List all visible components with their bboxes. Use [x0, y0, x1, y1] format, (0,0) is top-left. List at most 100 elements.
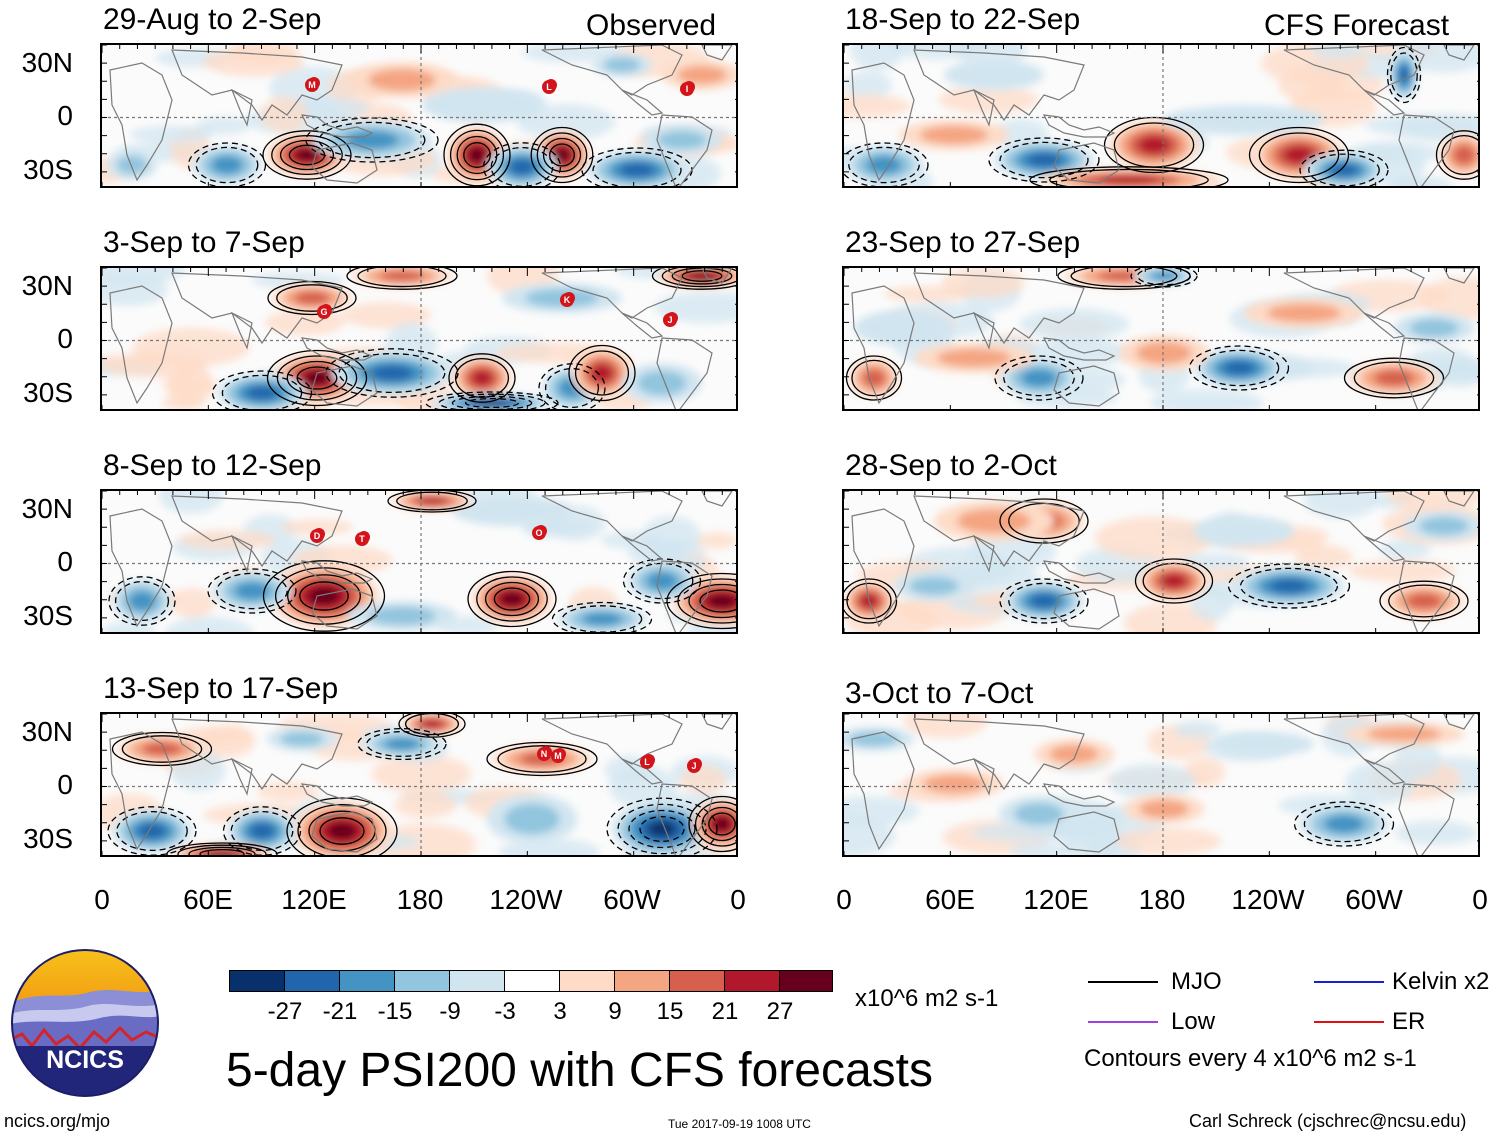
colorbar-label: -27 [267, 998, 303, 1025]
colorbar-swatch [449, 970, 505, 992]
map-panel-obs-2: G K J [100, 266, 738, 411]
mjo-contour [1008, 582, 1080, 620]
mjo-contour [463, 142, 491, 168]
anomaly-shading [707, 593, 736, 609]
anomaly-shading [280, 731, 324, 747]
panel-title-obs-4: 13-Sep to 17-Sep [103, 672, 339, 705]
mjo-contour [661, 268, 736, 288]
mjo-contour [266, 349, 368, 407]
coastline [913, 718, 1085, 791]
coastline [1363, 535, 1406, 562]
mjo-contour [338, 352, 446, 394]
anomaly-shading [957, 508, 1031, 534]
colorbar-label: 27 [766, 998, 794, 1025]
colorbar-label: 21 [711, 998, 739, 1025]
coastline [171, 49, 343, 122]
mjo-contour [299, 581, 349, 611]
legend-er-line [1314, 1021, 1384, 1023]
tropical-storm-icon: I [680, 82, 694, 96]
lon-label: 0 [1472, 884, 1488, 915]
coastline [311, 811, 378, 853]
map-panel-fc-3 [842, 489, 1480, 634]
mjo-contour [325, 348, 459, 398]
coastline [851, 62, 915, 182]
mjo-contour [536, 132, 588, 178]
mjo-contour [482, 142, 562, 186]
mjo-contour [207, 568, 297, 614]
mjo-contour [542, 137, 582, 173]
lon-label: 0 [730, 884, 746, 915]
tropical-storm-icon: J [663, 313, 677, 327]
anomaly-shading [1419, 516, 1469, 536]
mjo-contour [617, 803, 707, 855]
anomaly-shading [582, 612, 622, 626]
coastline [1053, 365, 1120, 407]
mjo-contour [448, 353, 516, 403]
mjo-contour [1303, 805, 1385, 843]
mjo-contour [177, 844, 267, 855]
mjo-contour [1130, 268, 1198, 288]
lat-label-30s: 30S [23, 377, 73, 408]
anomaly-shading [418, 497, 446, 505]
legend-low-label: Low [1171, 1008, 1216, 1035]
tropical-storm-icon: L [542, 80, 556, 94]
legend-kelvin-line [1314, 981, 1384, 983]
mjo-contour [396, 491, 468, 511]
mjo-contour [851, 359, 897, 397]
coastline [230, 311, 253, 350]
colorbar-label: -3 [494, 998, 516, 1025]
cfs-forecast-header: CFS Forecast [1264, 9, 1450, 42]
coastline [1042, 783, 1116, 807]
anomaly-shading [1194, 516, 1294, 546]
lon-label: 60W [1345, 884, 1403, 915]
anomaly-shading [1030, 594, 1058, 608]
anomaly-shading [849, 731, 899, 747]
mjo-contour [561, 605, 643, 632]
lat-label-eq: 0 [57, 323, 73, 354]
mjo-contour [1353, 361, 1435, 395]
tropical-storm-icon: K [560, 293, 574, 307]
mjo-contour [287, 574, 361, 618]
coastline [171, 718, 343, 791]
coastline [311, 142, 378, 184]
coastline [656, 114, 713, 186]
mjo-contour [166, 842, 278, 855]
anomaly-shading [1139, 799, 1189, 819]
mjo-contour [999, 498, 1089, 544]
coastline [1042, 560, 1116, 584]
mjo-contour [387, 491, 477, 513]
anomaly-shading [689, 272, 715, 280]
legend-mjo-line [1088, 981, 1158, 983]
anomaly-shading [646, 572, 678, 590]
colorbar-swatch [779, 970, 833, 992]
anomaly-shading [371, 365, 413, 381]
coastline [701, 491, 733, 507]
mjo-contour [366, 731, 438, 757]
mjo-contour [493, 587, 531, 611]
anomaly-shading [909, 576, 959, 596]
mjo-contour [688, 795, 736, 853]
anomaly-shading [234, 582, 270, 600]
mjo-contour [994, 355, 1084, 401]
lon-label: 60E [183, 884, 233, 915]
anomaly-shading [421, 719, 443, 729]
mjo-contour [188, 846, 256, 855]
anomaly-shading [1097, 175, 1161, 185]
lat-label-eq: 0 [57, 100, 73, 131]
anomaly-shading [1283, 146, 1315, 164]
coastline [311, 588, 378, 630]
map-panel-fc-1 [842, 43, 1480, 188]
panel-title-fc-3: 28-Sep to 2-Oct [845, 449, 1057, 482]
tropical-storm-icon: M [551, 749, 565, 763]
mjo-contour [1299, 149, 1389, 186]
anomaly-shading [1267, 303, 1341, 323]
mjo-contour [456, 135, 498, 175]
anomaly-shading [1406, 593, 1442, 609]
mjo-contour [1435, 130, 1478, 180]
mjo-contour [187, 142, 267, 186]
colorbar-swatch [724, 970, 780, 992]
anomaly-shading [345, 131, 399, 149]
mjo-contour [551, 601, 653, 632]
mjo-contour [222, 806, 302, 855]
